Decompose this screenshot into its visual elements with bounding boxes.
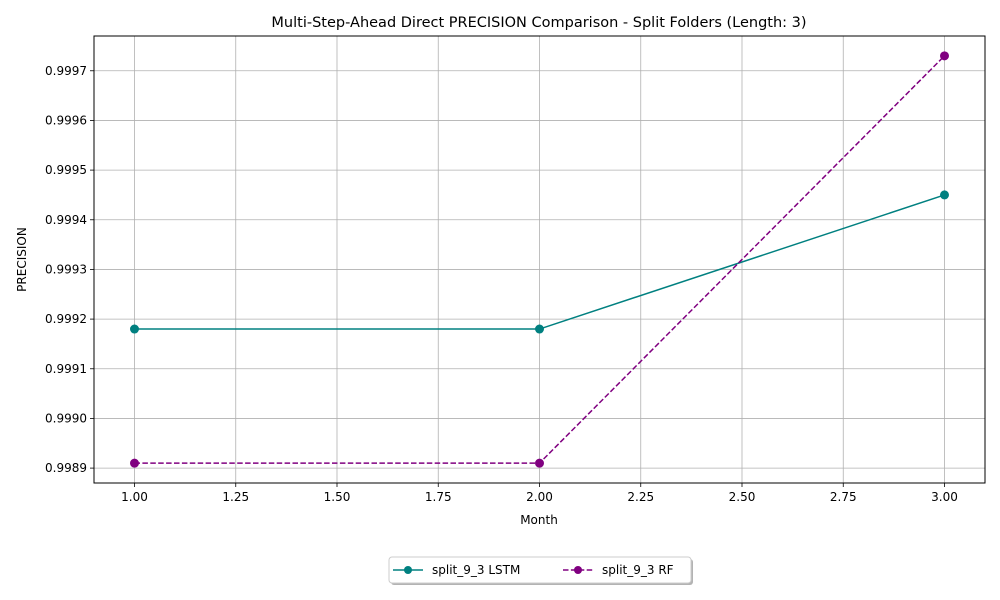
series-0 (130, 190, 949, 334)
y-tick-label: 0.9992 (45, 312, 87, 326)
series (130, 51, 949, 468)
legend-label: split_9_3 RF (602, 563, 674, 577)
y-axis-label: PRECISION (15, 227, 29, 292)
legend-marker (574, 566, 582, 574)
data-point (940, 190, 949, 200)
chart-title: Multi-Step-Ahead Direct PRECISION Compar… (271, 15, 806, 31)
x-tick-label: 1.00 (121, 490, 148, 504)
series-1 (130, 51, 949, 468)
x-tick-label: 2.50 (729, 490, 756, 504)
y-tick-label: 0.9993 (45, 262, 87, 276)
y-axis: 0.9989 0.9990 0.9991 0.9992 0.9993 0.9994 0.99… (45, 64, 94, 475)
x-axis: 1.00 1.25 1.50 1.75 2.00 2.25 2.50 2.75 3.00 (121, 483, 958, 504)
x-tick-label: 1.50 (324, 490, 351, 504)
x-tick-label: 1.75 (425, 490, 452, 504)
x-tick-label: 2.00 (526, 490, 553, 504)
y-tick-label: 0.9997 (45, 64, 87, 78)
y-tick-label: 0.9995 (45, 163, 87, 177)
legend-item: split_9_3 RF (563, 563, 674, 577)
y-tick-label: 0.9989 (45, 461, 87, 475)
legend-item: split_9_3 LSTM (393, 563, 520, 577)
y-tick-label: 0.9994 (45, 213, 87, 227)
x-tick-label: 2.75 (830, 490, 857, 504)
legend: split_9_3 LSTM split_9_3 RF (388, 556, 693, 585)
data-point (940, 51, 949, 61)
x-tick-label: 1.25 (222, 490, 249, 504)
y-tick-label: 0.9996 (45, 113, 87, 127)
grid (94, 36, 985, 483)
data-point (535, 324, 544, 334)
y-tick-label: 0.9990 (45, 411, 87, 425)
legend-label: split_9_3 LSTM (432, 563, 520, 577)
legend-marker (404, 566, 412, 574)
x-tick-label: 3.00 (931, 490, 958, 504)
data-point (130, 324, 139, 334)
y-tick-label: 0.9991 (45, 362, 87, 376)
data-point (130, 458, 139, 468)
x-axis-label: Month (520, 513, 558, 527)
data-point (535, 458, 544, 468)
x-tick-label: 2.25 (627, 490, 654, 504)
legend-frame (388, 556, 692, 584)
